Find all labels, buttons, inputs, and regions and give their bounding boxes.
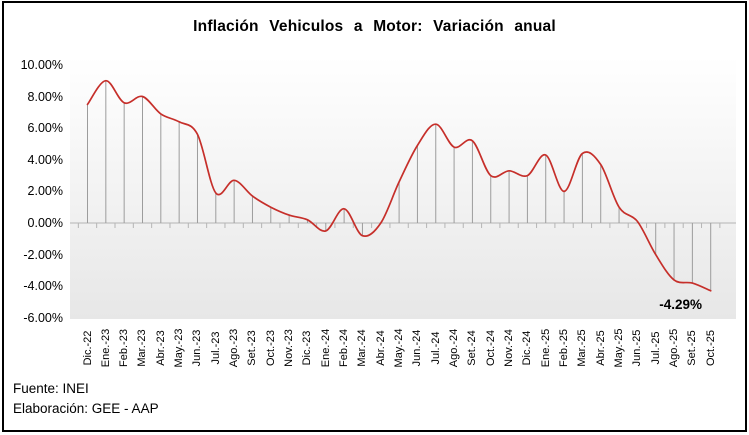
x-axis-label: Abr.-25 [594, 330, 607, 366]
x-axis-label: Abr.-23 [154, 330, 167, 366]
x-axis-label: Dic.-23 [301, 330, 314, 366]
x-axis-label: Jul.-23 [209, 331, 222, 365]
series-line [86, 79, 712, 292]
footer-source: Fuente: INEI [13, 381, 89, 396]
x-axis-label: Ene.-25 [539, 328, 552, 368]
x-axis-label: Mar.-24 [356, 329, 369, 367]
x-axis-label: Feb.-23 [118, 329, 131, 367]
x-axis-label: Oct.-23 [264, 329, 277, 367]
x-axis-label: Feb.-25 [558, 329, 571, 367]
x-axis-label: Ago.-24 [448, 328, 461, 368]
x-axis-label: May.-25 [613, 328, 626, 368]
x-axis-label: Oct.-24 [484, 329, 497, 367]
x-axis-label: Set.-24 [466, 330, 479, 366]
y-axis-label: 0.00% [27, 216, 63, 230]
x-axis-label: Mar.-25 [576, 329, 589, 367]
x-axis-label: Jun.-25 [631, 329, 644, 367]
x-axis-label: May.-23 [173, 328, 186, 368]
y-axis-label: 2.00% [27, 184, 63, 199]
last-value-label: -4.29% [659, 297, 702, 312]
x-axis-label: Ago.-23 [228, 328, 241, 368]
x-axis-label: Mar.-23 [136, 329, 149, 367]
x-axis-label: Set.-25 [686, 330, 699, 366]
plot-area [70, 57, 736, 319]
x-axis-label: Dic.-24 [521, 330, 534, 366]
y-axis-label: -6.00% [23, 310, 63, 325]
x-axis-label: Jul.-25 [649, 331, 662, 365]
x-axis-label: Ago.-25 [668, 328, 681, 368]
y-axis-label: 8.00% [27, 89, 63, 104]
x-axis-label: Oct.-25 [704, 329, 717, 367]
y-axis-label: -4.00% [23, 279, 63, 294]
x-axis-label: Jun.-23 [191, 329, 204, 367]
x-axis-label: Ene.-24 [319, 328, 332, 368]
x-axis-label: Jun.-24 [411, 329, 424, 367]
x-axis-label: Ene.-23 [99, 328, 112, 368]
footer-elaboration: Elaboración: GEE - AAP [13, 401, 159, 416]
x-axis-label: Nov.-24 [503, 329, 516, 367]
y-axis-label: 10.00% [20, 57, 63, 72]
x-axis-label: Dic.-22 [81, 330, 94, 366]
x-axis-label: May.-24 [393, 328, 406, 368]
chart-title: Inflación Vehiculos a Motor: Variación a… [193, 18, 556, 35]
x-axis-label: Abr.-24 [374, 330, 387, 366]
y-axis-label: -2.00% [23, 247, 63, 262]
x-axis-label: Set.-23 [246, 330, 259, 366]
y-axis-label: 4.00% [27, 152, 63, 167]
x-axis-label: Jul.-24 [429, 331, 442, 365]
x-axis-label: Nov.-23 [283, 329, 296, 367]
x-axis-label: Feb.-24 [338, 329, 351, 367]
y-axis-label: 6.00% [27, 121, 63, 136]
